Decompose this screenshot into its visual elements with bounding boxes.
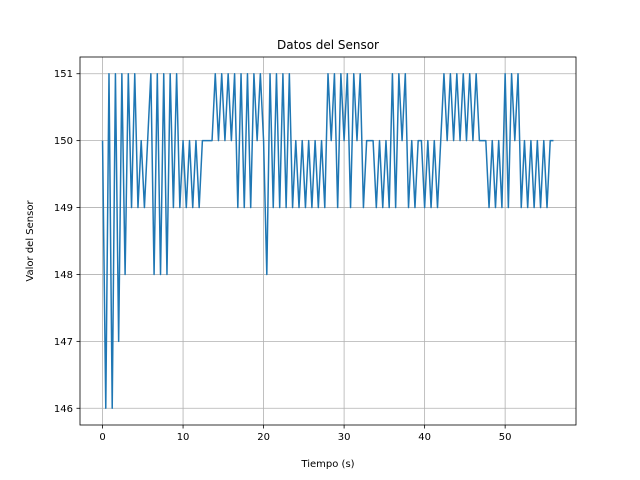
x-axis-label: Tiempo (s): [300, 459, 354, 470]
plot-frame: [79, 56, 577, 426]
y-tick-label: 147: [54, 337, 73, 348]
y-tick-label: 151: [54, 69, 73, 80]
y-tick-label: 149: [54, 203, 73, 214]
x-tick-label: 10: [177, 432, 190, 443]
y-axis-label: Valor del Sensor: [25, 200, 36, 282]
chart-title: Datos del Sensor: [277, 38, 379, 52]
y-tick-label: 146: [54, 404, 73, 415]
y-tick-label: 150: [54, 136, 73, 147]
x-tick-label: 30: [338, 432, 351, 443]
data-line: [101, 72, 554, 410]
x-tick-label: 50: [499, 432, 512, 443]
x-tick-label: 20: [257, 432, 270, 443]
x-tick-label: 40: [418, 432, 431, 443]
x-tick-label: 0: [99, 432, 105, 443]
y-tick-label: 148: [54, 270, 73, 281]
